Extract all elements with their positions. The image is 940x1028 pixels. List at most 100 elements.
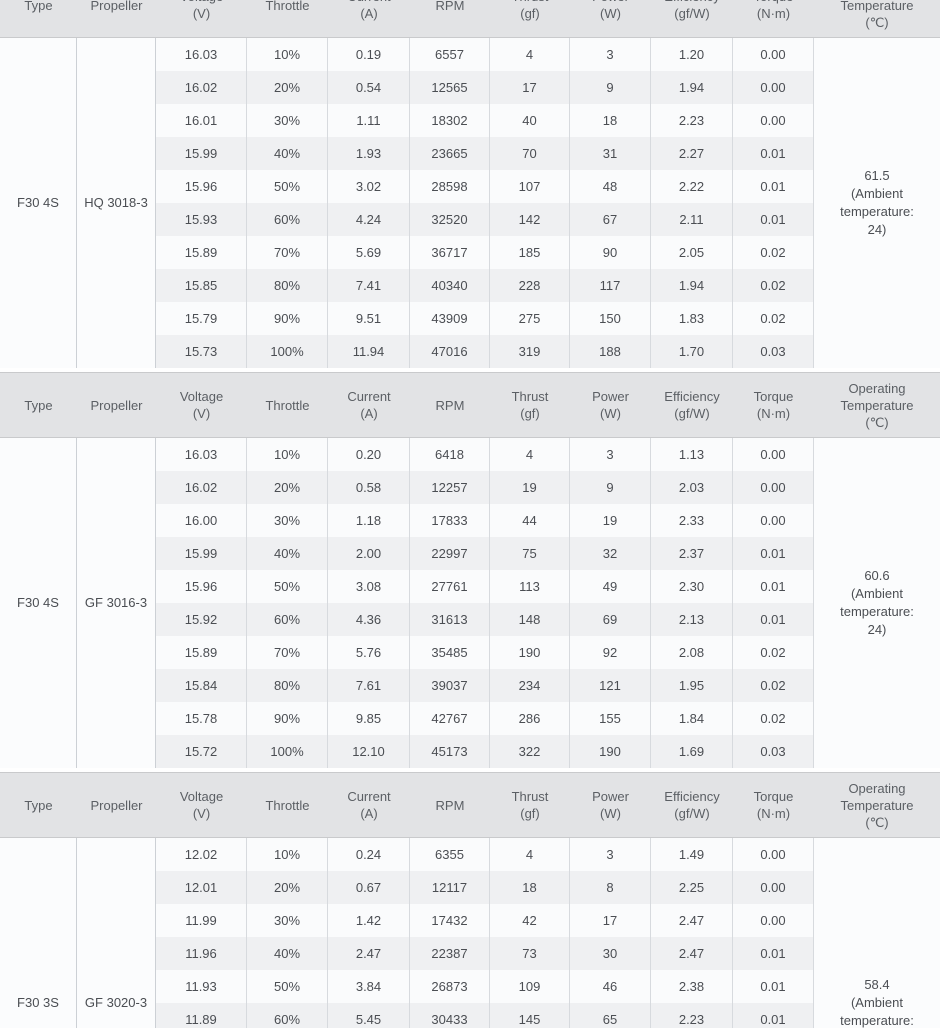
header-cell-current: Current (A)	[347, 389, 391, 421]
cell-current: 4.24	[328, 203, 410, 236]
cell-voltage: 15.96	[156, 570, 247, 603]
cell-efficiency: 1.95	[651, 669, 733, 702]
cell-throttle: 10%	[247, 838, 328, 871]
header-cell-efficiency: Efficiency (gf/W)	[664, 789, 720, 821]
cell-torque: 0.02	[733, 702, 814, 735]
cell-throttle: 50%	[247, 570, 328, 603]
cell-efficiency: 1.70	[651, 335, 733, 368]
cell-power: 92	[570, 636, 651, 669]
cell-rpm: 31613	[410, 603, 490, 636]
section-spacer	[0, 768, 940, 772]
cell-efficiency: 2.37	[651, 537, 733, 570]
cell-rpm: 30433	[410, 1003, 490, 1028]
cell-current: 2.47	[328, 937, 410, 970]
cell-current: 5.45	[328, 1003, 410, 1028]
cell-rpm: 42767	[410, 702, 490, 735]
header-cell-propeller: Propeller	[90, 397, 143, 413]
cell-throttle: 90%	[247, 302, 328, 335]
cell-thrust: 148	[490, 603, 570, 636]
cell-power: 3	[570, 838, 651, 871]
cell-torque: 0.01	[733, 570, 814, 603]
cell-rpm: 43909	[410, 302, 490, 335]
header-cell-thrust: Thrust (gf)	[511, 789, 549, 821]
cell-efficiency: 2.47	[651, 904, 733, 937]
header-cell-throttle: Throttle	[265, 397, 310, 413]
cell-current: 9.51	[328, 302, 410, 335]
cell-rpm: 17432	[410, 904, 490, 937]
cell-thrust: 4	[490, 838, 570, 871]
cell-rpm: 17833	[410, 504, 490, 537]
header-cell-thrust: Thrust (gf)	[512, 0, 549, 21]
cell-rpm: 45173	[410, 735, 490, 768]
cell-torque: 0.00	[733, 504, 814, 537]
cell-torque: 0.00	[733, 471, 814, 504]
cell-power: 19	[570, 504, 651, 537]
cell-thrust: 73	[490, 937, 570, 970]
cell-throttle: 100%	[247, 735, 328, 768]
cell-rpm: 12117	[410, 871, 490, 904]
cell-rpm: 18302	[410, 104, 490, 137]
header-cell-type: Type	[24, 397, 53, 413]
cell-thrust: 145	[490, 1003, 570, 1028]
cell-rpm: 32520	[410, 203, 490, 236]
cell-throttle: 50%	[247, 970, 328, 1003]
cell-current: 0.67	[328, 871, 410, 904]
cell-voltage: 11.96	[156, 937, 247, 970]
cell-torque: 0.00	[733, 71, 814, 104]
cell-voltage: 15.85	[156, 269, 247, 302]
cell-torque: 0.02	[733, 236, 814, 269]
cell-thrust: 4	[490, 438, 570, 471]
cell-power: 90	[570, 236, 651, 269]
cell-rpm: 27761	[410, 570, 490, 603]
cell-torque: 0.02	[733, 669, 814, 702]
cell-thrust: 228	[490, 269, 570, 302]
cell-current: 0.58	[328, 471, 410, 504]
table-header-row: Type Propeller Voltage (V) Throttle Current …	[0, 772, 940, 838]
cell-torque: 0.01	[733, 937, 814, 970]
cell-throttle: 60%	[247, 203, 328, 236]
header-cell-throttle: Throttle	[265, 797, 310, 813]
cell-rpm: 22387	[410, 937, 490, 970]
table-header-row: Type Propeller Voltage (V) Throttle Current …	[0, 0, 940, 38]
cell-efficiency: 2.33	[651, 504, 733, 537]
cell-efficiency: 2.23	[651, 1003, 733, 1028]
cell-current: 11.94	[328, 335, 410, 368]
cell-rpm: 47016	[410, 335, 490, 368]
cell-voltage: 11.99	[156, 904, 247, 937]
table-header-row: Type Propeller Voltage (V) Throttle Current …	[0, 372, 940, 438]
cell-thrust: 113	[490, 570, 570, 603]
cell-throttle: 20%	[247, 871, 328, 904]
propeller-cell: GF 3016-3	[77, 438, 156, 768]
cell-voltage: 16.01	[156, 104, 247, 137]
cell-efficiency: 2.47	[651, 937, 733, 970]
cell-power: 150	[570, 302, 651, 335]
cell-voltage: 15.92	[156, 603, 247, 636]
cell-power: 32	[570, 537, 651, 570]
cell-rpm: 40340	[410, 269, 490, 302]
cell-current: 1.93	[328, 137, 410, 170]
cell-thrust: 286	[490, 702, 570, 735]
cell-rpm: 39037	[410, 669, 490, 702]
type-cell: F30 4S	[0, 38, 77, 368]
cell-thrust: 142	[490, 203, 570, 236]
cell-torque: 0.01	[733, 203, 814, 236]
header-cell-torque: Torque (N·m)	[754, 0, 794, 21]
cell-rpm: 6418	[410, 438, 490, 471]
cell-efficiency: 2.27	[651, 137, 733, 170]
cell-current: 5.69	[328, 236, 410, 269]
cell-rpm: 35485	[410, 636, 490, 669]
cell-power: 67	[570, 203, 651, 236]
header-cell-power: Power (W)	[592, 789, 629, 821]
cell-current: 3.02	[328, 170, 410, 203]
cell-voltage: 16.03	[156, 38, 247, 71]
cell-voltage: 15.99	[156, 537, 247, 570]
cell-rpm: 6355	[410, 838, 490, 871]
header-cell-power: Power (W)	[592, 0, 629, 21]
cell-voltage: 15.78	[156, 702, 247, 735]
cell-throttle: 40%	[247, 937, 328, 970]
cell-efficiency: 1.83	[651, 302, 733, 335]
cell-torque: 0.00	[733, 104, 814, 137]
cell-throttle: 100%	[247, 335, 328, 368]
cell-power: 3	[570, 38, 651, 71]
cell-power: 121	[570, 669, 651, 702]
